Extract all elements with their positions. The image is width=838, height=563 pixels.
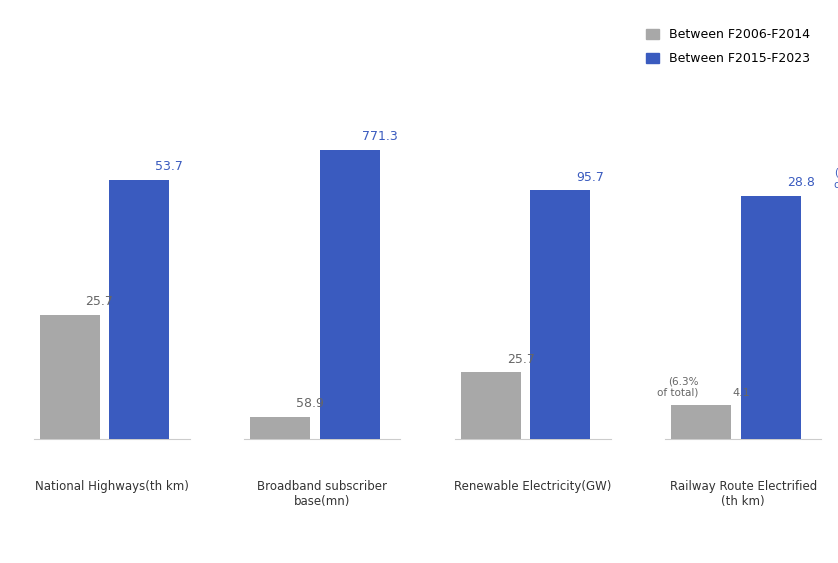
Text: National Highways(th km): National Highways(th km) <box>34 480 189 493</box>
Text: 58.9: 58.9 <box>296 397 324 410</box>
Text: 771.3: 771.3 <box>362 130 397 143</box>
Text: 95.7: 95.7 <box>577 171 604 184</box>
Bar <box>39 315 100 439</box>
Bar <box>319 150 380 439</box>
Bar <box>671 404 732 439</box>
Text: 53.7: 53.7 <box>155 160 183 173</box>
Text: 28.8: 28.8 <box>787 176 815 189</box>
Text: 25.7: 25.7 <box>85 296 113 309</box>
Bar <box>109 180 169 439</box>
Text: Railway Route Electrified
(th km): Railway Route Electrified (th km) <box>670 480 817 508</box>
Text: (6.3%
of total): (6.3% of total) <box>658 376 699 397</box>
Text: 4.1: 4.1 <box>732 388 750 397</box>
Text: Renewable Electricity(GW): Renewable Electricity(GW) <box>454 480 612 493</box>
Text: Broadband subscriber
base(mn): Broadband subscriber base(mn) <box>257 480 387 508</box>
Legend: Between F2006-F2014, Between F2015-F2023: Between F2006-F2014, Between F2015-F2023 <box>642 23 815 70</box>
Bar <box>461 372 520 439</box>
Bar <box>250 417 310 439</box>
Text: 25.7: 25.7 <box>507 352 535 365</box>
Bar <box>741 196 801 439</box>
Bar <box>530 190 590 439</box>
Text: (42.3%
of total): (42.3% of total) <box>835 168 838 189</box>
